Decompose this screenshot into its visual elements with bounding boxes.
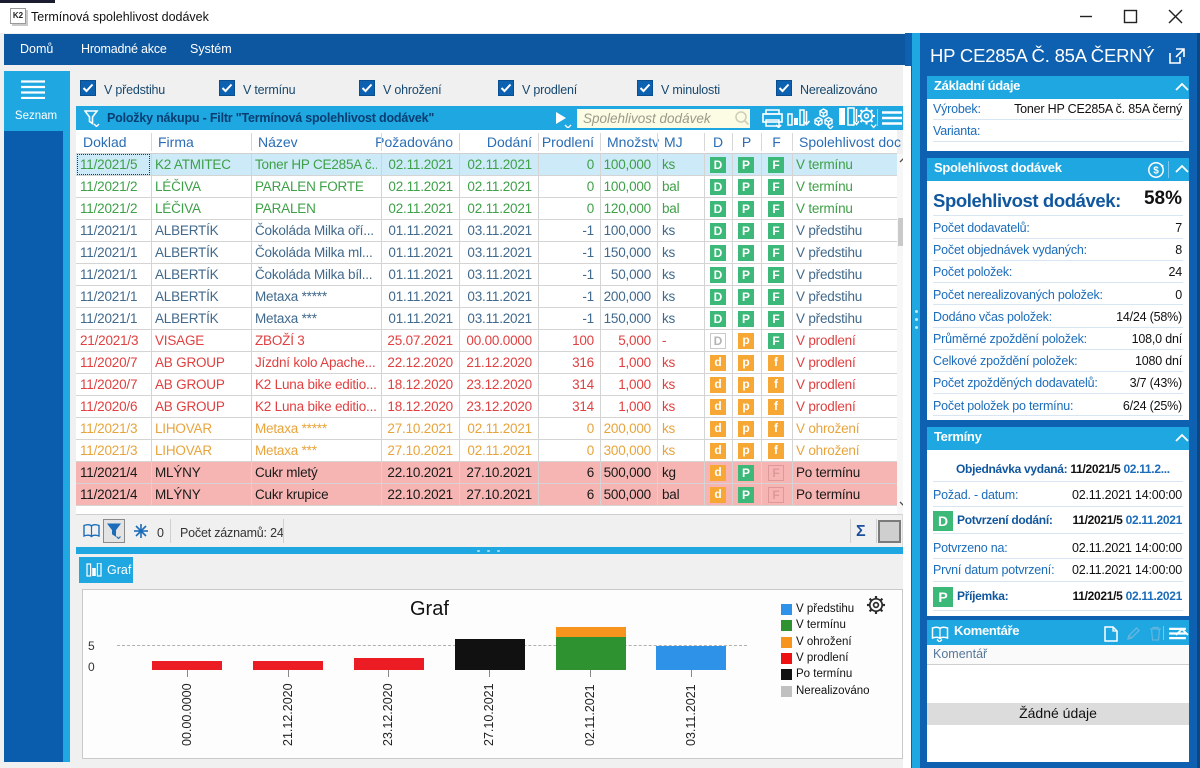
svg-text:$: $ [1153, 166, 1159, 177]
